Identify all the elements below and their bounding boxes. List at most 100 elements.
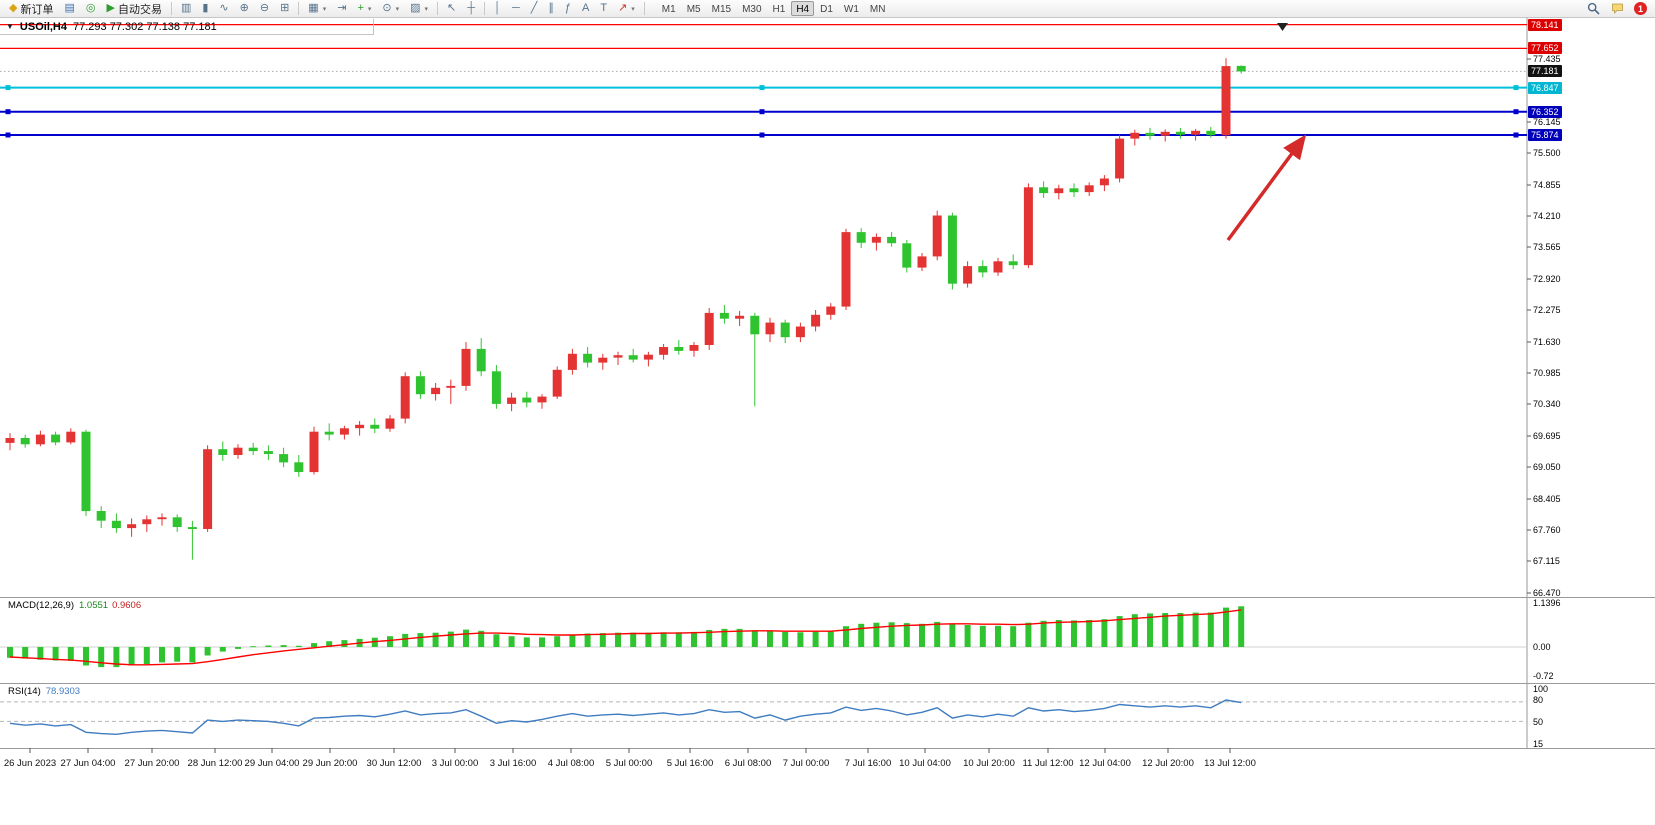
dropdown-caret: ▾ [631,5,635,13]
channel-icon: ∥ [548,2,554,14]
chat-icon [1612,3,1623,14]
toolbar-separator [643,2,645,15]
toolbar-separator [298,2,300,15]
timeframe-m5-button[interactable]: M5 [686,4,701,15]
price-line-76.847[interactable] [0,85,1527,91]
label-icon: T [600,2,608,14]
dropdown-caret: ▾ [395,5,400,13]
search-button[interactable] [1582,1,1605,17]
chart-menu-icon[interactable]: ▼ [6,22,14,31]
chart-title-box: ▼ USOil,H4 77.293 77.302 77.138 77.181 [0,19,374,35]
timeframe-m1-button[interactable]: M1 [661,4,676,15]
annotation-arrow[interactable] [1226,134,1307,242]
dropdown-caret: ▾ [424,5,429,13]
text-icon: A [581,2,590,14]
line-chart-button[interactable]: ∿ [214,1,233,17]
candle-chart-button[interactable]: ▮ [197,1,213,17]
candlestick-plot[interactable] [5,58,1246,560]
cursor-button[interactable]: ↖ [442,1,461,17]
crosshair-button[interactable]: ┼ [462,1,480,17]
rsi-name: RSI(14) [8,686,41,697]
zoom-out-icon: ⊖ [259,2,270,14]
candle-chart-icon: ▮ [202,2,209,14]
auto-trading-icon: ▶ [106,2,115,14]
bars-chart-button[interactable]: ▥ [176,1,196,17]
line-chart-icon: ∿ [219,2,229,14]
timeframe-w1-button[interactable]: W1 [843,4,859,15]
timeframe-group: M1 M5 M15 M30 H1 H4 D1 W1 MN [657,1,891,16]
shift-end-icon: ⇥ [337,2,347,14]
chart-shift-marker[interactable] [1277,23,1288,31]
rsi-line [9,699,1242,736]
template-icon: ▨ [410,2,421,14]
macd-histogram [7,606,1245,668]
alerts-button[interactable]: ◎ [81,1,101,17]
toolbar-separator [437,2,439,15]
rsi-value: 78.9303 [45,686,81,697]
period-button[interactable]: ⊙ ▾ [377,1,404,17]
panel-separators [0,18,1655,749]
auto-trading-button[interactable]: ▶ 自动交易 [101,1,166,17]
cursor-icon: ↖ [447,2,457,14]
fibonacci-button[interactable]: ƒ [560,1,576,17]
new-order-label: 新订单 [20,3,54,16]
add-indicator-button[interactable]: + ▾ [352,1,376,17]
tile-windows-button[interactable]: ⊞ [275,1,294,17]
fibonacci-icon: ƒ [564,2,571,14]
template-button[interactable]: ▨ ▾ [405,1,433,17]
trendline-button[interactable]: ╱ [526,1,543,17]
chart-ohlc-values: 77.293 77.302 77.138 77.181 [73,20,217,33]
zoom-in-button[interactable]: ⊕ [235,1,254,17]
auto-trading-label: 自动交易 [117,3,162,16]
macd-main-value: 1.0551 [79,600,109,611]
tile-windows-icon: ⊞ [280,2,290,14]
timeframe-mn-button[interactable]: MN [869,4,886,15]
timeframe-d1-button[interactable]: D1 [820,4,833,15]
notification-count: 1 [1637,3,1643,14]
timeframe-m30-button[interactable]: M30 [742,4,762,15]
arrow-tool-icon: ↗ [618,2,628,14]
price-line-76.352[interactable] [0,109,1527,115]
macd-name: MACD(12,26,9) [8,600,74,611]
crosshair-icon: ┼ [467,2,476,14]
notification-badge[interactable]: 1 [1634,2,1647,15]
label-button[interactable]: T [595,1,612,17]
new-chart-button[interactable]: ▦ ▾ [303,1,331,17]
chat-button[interactable] [1606,1,1629,17]
timeframe-h4-button[interactable]: H4 [791,1,815,16]
channel-button[interactable]: ∥ [543,1,559,17]
main-toolbar: ◆ 新订单 ▤ ◎ ▶ 自动交易 ▥ ▮ ∿ ⊕ ⊖ ⊞ [0,0,1655,18]
alerts-icon: ◎ [85,2,96,14]
macd-signal-value: 0.9606 [112,600,142,611]
trendline-icon: ╱ [530,2,538,14]
zoom-in-icon: ⊕ [239,2,249,14]
journal-icon: ▤ [64,2,75,14]
period-icon: ⊙ [382,2,392,14]
timeframe-m15-button[interactable]: M15 [711,4,732,15]
price-line-75.874[interactable] [0,132,1527,138]
arrow-tool-button[interactable]: ↗ ▾ [613,1,640,17]
chart-symbol: USOil,H4 [19,20,67,33]
new-chart-icon: ▦ [308,2,319,14]
dropdown-caret: ▾ [322,5,327,13]
rsi-indicator-label: RSI(14) 78.9303 [8,686,80,697]
journal-button[interactable]: ▤ [59,1,79,17]
zoom-out-button[interactable]: ⊖ [255,1,274,17]
macd-signal-line [9,609,1242,666]
horizontal-line-icon: ─ [511,2,520,14]
dropdown-caret: ▾ [367,5,372,13]
vertical-line-button[interactable]: │ [489,1,506,17]
toolbar-separator [484,2,486,15]
text-button[interactable]: A [577,1,594,17]
timeframe-h1-button[interactable]: H1 [772,4,786,15]
search-icon [1587,2,1600,15]
shift-end-button[interactable]: ⇥ [332,1,351,17]
new-order-button[interactable]: ◆ 新订单 [4,1,58,17]
macd-indicator-label: MACD(12,26,9) 1.0551 0.9606 [8,600,141,611]
add-indicator-icon: + [357,2,364,14]
horizontal-line-button[interactable]: ─ [507,1,525,17]
vertical-line-icon: │ [494,2,501,14]
